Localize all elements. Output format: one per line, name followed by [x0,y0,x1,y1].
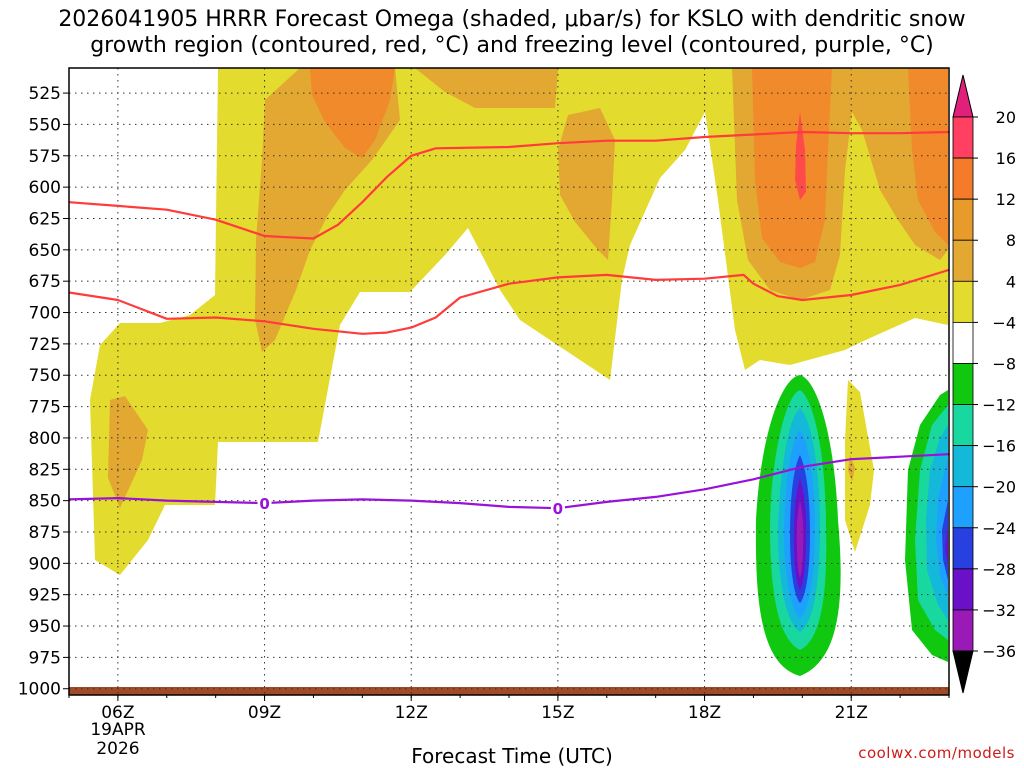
colorbar-label: 4 [1006,272,1016,291]
y-tick-label: 675 [29,272,61,292]
gridlines [69,68,949,695]
y-tick-label: 925 [29,586,61,606]
omega-fill-12-16 [752,68,832,268]
y-tick-label: 600 [29,178,61,198]
colorbar-label: 16 [996,149,1016,168]
colorbar-label: −20 [982,478,1016,497]
colorbar-swatch [952,609,974,652]
y-tick-label: 775 [29,398,61,418]
y-tick-label: 1000 [18,680,61,700]
y-tick-label: 725 [29,335,61,355]
x-tick-label: 12Z [395,703,428,723]
y-tick-label: 850 [29,492,61,512]
x-date-label-day: 19APR [90,720,146,740]
colorbar-label: −32 [982,601,1016,620]
omega-fill-12-16 [310,68,395,158]
y-tick-label: 525 [29,84,61,104]
colorbar-swatch [952,157,974,200]
colorbar-swatch [952,527,974,570]
colorbar-label: −28 [982,560,1016,579]
colorbar-label: 12 [996,190,1016,209]
omega-fill-neg4-neg8 [845,380,874,552]
colorbar-label: −36 [982,642,1016,661]
colorbar-swatch [952,404,974,447]
colorbar-top-arrow [952,74,974,118]
y-tick-label: 650 [29,241,61,261]
colorbar-swatch [952,321,974,364]
colorbar-label: 8 [1006,231,1016,250]
contour-dgz_bottom_-12C [69,268,949,335]
omega-fill-8-12 [848,455,855,482]
y-tick-label: 550 [29,115,61,135]
x-tick-label: 09Z [248,703,281,723]
x-axis: 19APR 2026 06Z 09Z 12Z 15Z 18Z 21Z [68,695,950,759]
x-tick-label: 15Z [541,703,574,723]
omega-fill-12-16 [908,68,948,245]
contour-freezing_level_0C [69,453,949,510]
colorbar-swatch [952,568,974,611]
y-tick-label: 900 [29,554,61,574]
y-axis: 525 550 575 600 625 650 675 700 725 750 775 800 825 8… [18,84,69,700]
omega-fill-neg28-neg32 [796,500,804,578]
y-tick-label: 750 [29,366,61,386]
x-date-label-year: 2026 [96,739,139,759]
omega-fill-8-12 [415,68,558,108]
terrain-ground [69,687,949,695]
colorbar: 20 16 12 8 4 −4 −8 −12 −16 −20 −24 −28 −32 −36 [952,74,1016,694]
contour-lines [69,130,949,510]
contour-label-background [257,494,272,512]
colorbar-label: −24 [982,519,1016,538]
x-tick-label: 21Z [835,703,868,723]
y-tick-label: 950 [29,617,61,637]
y-tick-label: 625 [29,209,61,229]
omega-fill-16-20 [795,112,806,200]
omega-fill-8-12 [558,108,615,260]
y-tick-label: 800 [29,429,61,449]
y-tick-label: 700 [29,304,61,324]
colorbar-swatch [952,116,974,159]
contour-dgz_top_-18C [69,130,949,240]
x-axis-title: Forecast Time (UTC) [411,744,613,768]
omega-fill-neg20-neg24 [942,500,948,580]
colorbar-bottom-arrow [952,650,974,694]
contour-label-text: 0 [259,495,269,513]
omega-shading [69,68,949,695]
colorbar-label: 20 [996,108,1016,127]
y-tick-label: 975 [29,648,61,668]
colorbar-label: −8 [992,354,1016,373]
chart-title-line2: growth region (contoured, red, °C) and f… [90,33,934,58]
omega-fill-neg24-neg28 [945,525,948,565]
colorbar-swatch [952,239,974,282]
y-tick-label: 575 [29,147,61,167]
colorbar-swatch [952,486,974,529]
y-tick-label: 875 [29,523,61,543]
contour-label-text: 0 [553,500,563,518]
colorbar-label: −4 [992,313,1016,332]
colorbar-swatch [952,363,974,405]
colorbar-label: −16 [982,437,1016,456]
x-tick-label: 18Z [688,703,721,723]
contour-label-background [550,499,565,517]
omega-fill-8-12 [108,396,148,508]
y-tick-label: 825 [29,460,61,480]
colorbar-swatch [952,445,974,488]
colorbar-swatch [952,198,974,241]
x-tick-label: 06Z [101,703,134,723]
colorbar-label: −12 [982,396,1016,415]
chart-title-line1: 2026041905 HRRR Forecast Omega (shaded, … [58,7,966,32]
colorbar-swatch [952,280,974,323]
site-credit: coolwx.com/models [858,744,1015,762]
